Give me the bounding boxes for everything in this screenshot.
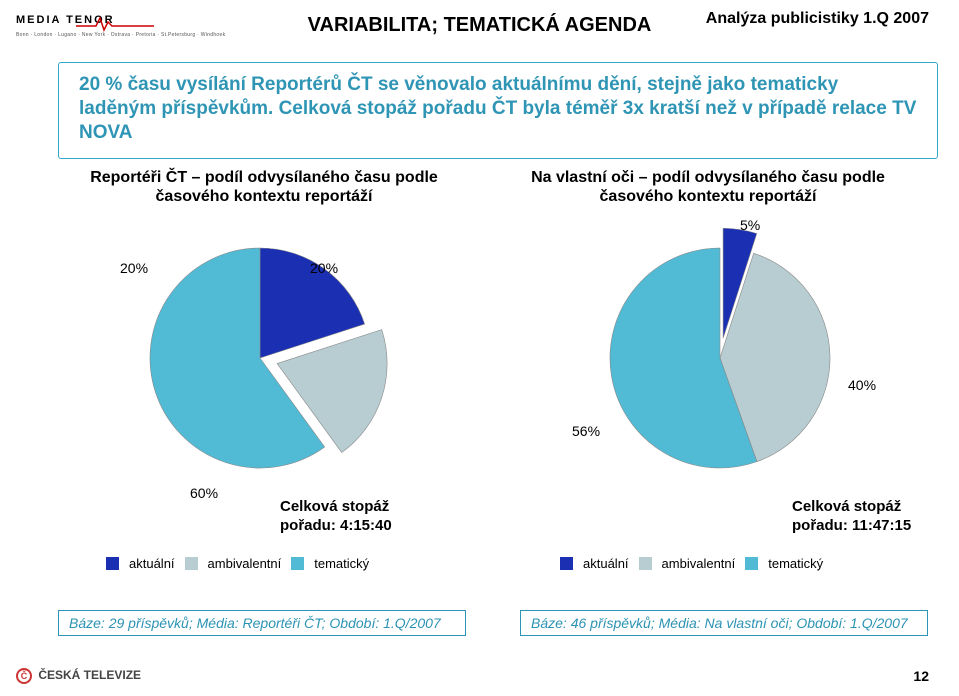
page-number: 12 bbox=[913, 668, 929, 684]
legend-label: tematický bbox=[768, 556, 823, 571]
slice-label: 56% bbox=[572, 423, 600, 439]
left-pie-chart: 20% 20% 60% bbox=[60, 218, 460, 508]
right-footer: Báze: 46 příspěvků; Média: Na vlastní oč… bbox=[520, 610, 928, 636]
slice-label: 40% bbox=[848, 377, 876, 393]
legend-label: aktuální bbox=[129, 556, 175, 571]
bottom-logo: Č ČESKÁ TELEVIZE bbox=[16, 668, 141, 684]
legend-swatch bbox=[185, 557, 198, 570]
slice-label: 20% bbox=[120, 260, 148, 276]
slice-label: 5% bbox=[740, 218, 760, 233]
legend-swatch bbox=[106, 557, 119, 570]
left-footer: Báze: 29 příspěvků; Média: Reportéři ČT;… bbox=[58, 610, 466, 636]
right-chart-title: Na vlastní oči – podíl odvysílaného času… bbox=[508, 168, 908, 206]
legend-label: ambivalentní bbox=[662, 556, 736, 571]
legend-swatch bbox=[560, 557, 573, 570]
legend-label: tematický bbox=[314, 556, 369, 571]
right-legend: aktuální ambivalentní tematický bbox=[560, 556, 823, 571]
legend-swatch bbox=[745, 557, 758, 570]
legend-label: ambivalentní bbox=[208, 556, 282, 571]
doc-subtitle: Analýza publicistiky 1.Q 2007 bbox=[706, 10, 929, 28]
slice-label: 20% bbox=[310, 260, 338, 276]
slice-label: 60% bbox=[190, 485, 218, 501]
summary-box: 20 % času vysílání Reportérů ČT se věnov… bbox=[58, 62, 938, 159]
right-stopaz: Celková stopážpořadu: 11:47:15 bbox=[792, 498, 911, 536]
left-chart-title: Reportéři ČT – podíl odvysílaného času p… bbox=[64, 168, 464, 206]
legend-swatch bbox=[291, 557, 304, 570]
left-stopaz: Celková stopážpořadu: 4:15:40 bbox=[280, 498, 392, 536]
right-pie-chart: 5% 40% 56% bbox=[520, 218, 920, 508]
legend-label: aktuální bbox=[583, 556, 629, 571]
legend-swatch bbox=[639, 557, 652, 570]
left-legend: aktuální ambivalentní tematický bbox=[106, 556, 369, 571]
